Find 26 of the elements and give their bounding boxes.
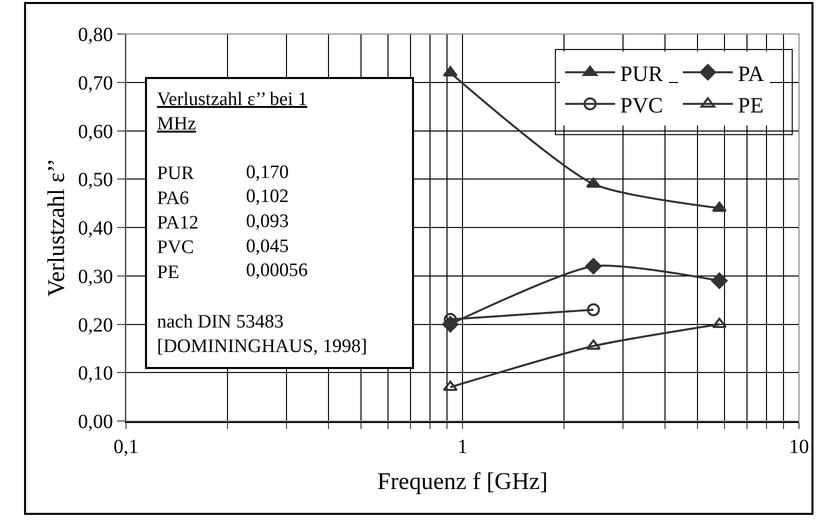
text: PUR 0,170 bbox=[157, 162, 289, 184]
y-tick-label: 0,40 bbox=[78, 218, 113, 240]
y-tick-label: 0,30 bbox=[78, 266, 113, 288]
x-tick-label: 0,1 bbox=[114, 436, 138, 458]
text: PVC 0,045 bbox=[157, 236, 289, 258]
legend-label: PA bbox=[738, 60, 764, 86]
y-tick-label: 0,60 bbox=[78, 120, 113, 143]
x-tick-label: 10 bbox=[789, 436, 809, 458]
legend-label: PVC bbox=[620, 92, 663, 118]
text: PA12 0,093 bbox=[157, 211, 289, 234]
text: PE 0,00056 bbox=[157, 260, 308, 283]
annotation: nach DIN 53483 bbox=[157, 311, 284, 332]
y-tick-label: 0,50 bbox=[78, 169, 113, 192]
y-tick-label: 0,70 bbox=[78, 72, 113, 94]
x-tick-label: 1 bbox=[458, 436, 468, 458]
y-axis-title: Verlustzahl ε’’ bbox=[44, 158, 70, 297]
y-tick-label: 0,20 bbox=[78, 314, 113, 336]
legend-label: PUR bbox=[620, 60, 664, 86]
x-axis-title: Frequenz f [GHz] bbox=[377, 468, 548, 495]
legend-label: PE bbox=[738, 92, 764, 118]
annotation: Verlustzahl ε’’ bei 1 MHz bbox=[157, 89, 308, 135]
y-tick-label: 0,80 bbox=[78, 24, 113, 46]
annotation: [DOMININGHAUS, 1998] bbox=[157, 336, 368, 357]
y-tick-label: 0,10 bbox=[78, 362, 113, 385]
text: PA6 0,102 bbox=[157, 186, 289, 209]
y-tick-label: 0,00 bbox=[78, 411, 113, 433]
